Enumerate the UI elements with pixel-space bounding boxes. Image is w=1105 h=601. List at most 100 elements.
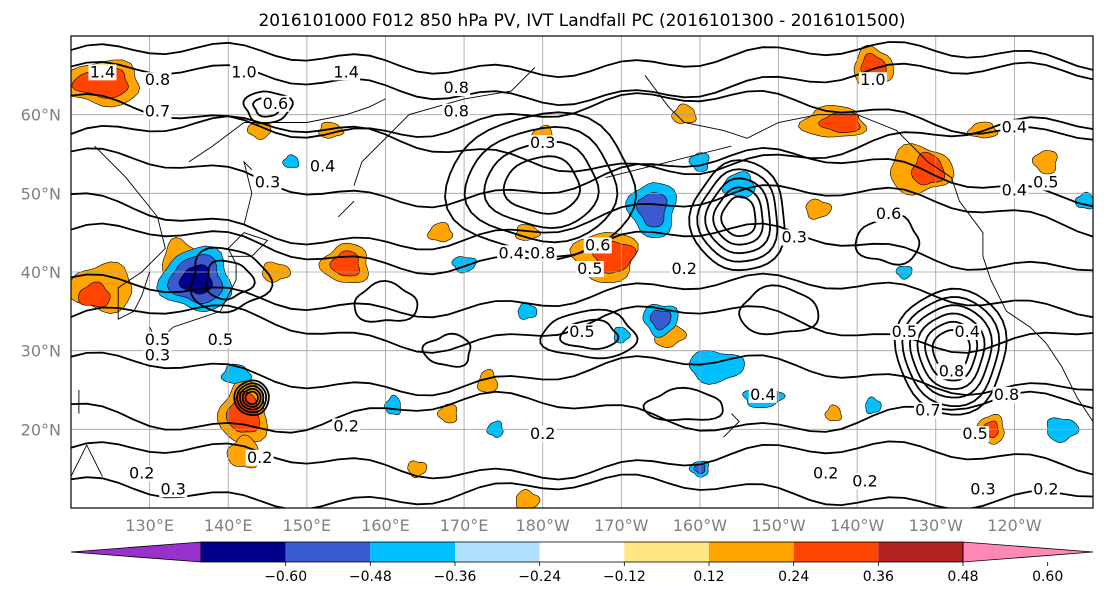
longitude-label: 160°W xyxy=(673,516,728,535)
ivt-contour-line xyxy=(71,473,1093,508)
coastline-segment xyxy=(243,160,253,225)
contour-label: 0.3 xyxy=(255,172,280,191)
contour-label: 0.4 xyxy=(1002,180,1027,199)
contour-label: 0.5 xyxy=(892,322,917,341)
pv-anomaly-patch xyxy=(865,396,882,415)
contour-label: 0.8 xyxy=(145,70,170,89)
contour-label: 0.3 xyxy=(782,228,807,247)
contour-label-bg xyxy=(88,64,117,81)
contour-label: 0.6 xyxy=(585,235,610,254)
colorbar-segment xyxy=(878,542,963,562)
contour-label-bg xyxy=(143,331,172,348)
coastline-segment xyxy=(605,145,732,179)
contour-label-bg xyxy=(575,261,604,277)
contour-label-bg xyxy=(851,473,880,490)
ivt-contour-ring xyxy=(244,390,259,406)
contour-label-bg xyxy=(442,80,471,97)
ivt-contour-ring xyxy=(738,284,820,336)
ivt-contour-ring xyxy=(463,125,619,244)
contour-label-bg xyxy=(332,418,361,435)
contour-label: 0.5 xyxy=(577,259,602,278)
ivt-contour-ring xyxy=(704,177,772,255)
contour-label-bg xyxy=(858,72,887,89)
contour-label: 1.4 xyxy=(333,62,358,81)
colorbar-frame xyxy=(200,541,964,563)
contour-label-bg xyxy=(229,64,258,81)
longitude-labels: 130°E 140°E 150°E 160°E 170°E 180°W 170°W 160°W… xyxy=(125,516,1041,535)
colorbar: −0.60 −0.48 −0.36 −0.24 −0.12 0.12 0.24 0.36 0.4… xyxy=(70,541,1094,585)
latitude-label: 30°N xyxy=(21,342,61,361)
pv-anomaly-patch xyxy=(649,309,672,331)
colorbar-segment xyxy=(370,542,455,562)
ivt-contour-ring xyxy=(688,159,786,272)
contour-label-bg xyxy=(780,229,809,246)
contour-label-bg xyxy=(874,205,903,222)
contour-label: 0.5 xyxy=(1033,172,1058,191)
colorbar-segment xyxy=(793,542,879,562)
colorbar-tick-label: −0.24 xyxy=(518,569,561,585)
latitude-label: 50°N xyxy=(21,184,61,203)
coastline-segment xyxy=(227,232,269,257)
contour-label: 0.7 xyxy=(145,102,170,121)
pv-anomaly-patch xyxy=(436,403,458,424)
contour-label: 0.2 xyxy=(852,471,877,490)
contour-label: 0.3 xyxy=(970,479,995,498)
contour-label: 0.5 xyxy=(208,330,233,349)
contour-label: 1.0 xyxy=(860,70,885,89)
contour-label-bg xyxy=(528,135,557,152)
coastline-segment xyxy=(353,67,536,186)
ivt-contour-line xyxy=(71,440,1093,481)
colorbar-segment xyxy=(285,542,371,562)
pv-anomaly-patch xyxy=(636,192,668,228)
contour-label: 0.7 xyxy=(915,401,940,420)
contour-label: 0.5 xyxy=(962,424,987,443)
contour-label-bg xyxy=(143,103,172,120)
contour-label-bg xyxy=(159,481,188,498)
ivt-contour-ring xyxy=(901,296,1001,407)
ivt-contour-ring xyxy=(242,90,294,125)
ivt-contour-line xyxy=(71,146,1093,209)
contour-label-bg xyxy=(913,402,942,419)
longitude-label: 130°E xyxy=(125,516,174,535)
pv-anomaly-patch xyxy=(517,302,538,320)
colorbar-tick-label: 0.48 xyxy=(947,569,978,585)
contour-label-bg xyxy=(528,426,557,443)
colorbar-segment xyxy=(455,542,540,562)
contour-label: 0.4 xyxy=(1002,117,1027,136)
contour-label-bg xyxy=(528,245,557,262)
contour-label: 0.5 xyxy=(145,330,170,349)
contour-label-bg xyxy=(261,95,290,112)
coastline-segment xyxy=(94,145,166,320)
contour-label-bg xyxy=(253,174,282,191)
ivt-contour-line xyxy=(71,184,1093,251)
ivt-contour-ring xyxy=(421,332,472,368)
ivt-contour-ring xyxy=(239,385,265,411)
ivt-contour-ring xyxy=(712,186,764,246)
colorbar-tick-label: −0.36 xyxy=(434,569,477,585)
contour-label-bg xyxy=(890,323,919,340)
contour-label: 1.4 xyxy=(90,62,115,81)
latitude-labels: 60°N 50°N 40°N 30°N 20°N xyxy=(21,106,61,440)
pv-anomaly-patch xyxy=(1031,150,1058,175)
colorbar-segment xyxy=(539,542,625,562)
ivt-contour-ring xyxy=(539,308,639,360)
ivt-contour-line xyxy=(71,115,1093,175)
contour-label-bg xyxy=(442,103,471,120)
ivt-contour-ring xyxy=(908,304,993,399)
ivt-contour-ring xyxy=(696,168,779,263)
colorbar-tick-label: 0.24 xyxy=(778,569,809,585)
latitude-label: 20°N xyxy=(21,420,61,439)
contour-label: 0.6 xyxy=(876,204,901,223)
contour-label-bg xyxy=(568,323,596,340)
contour-label: 0.4 xyxy=(750,385,775,404)
contour-label-bg xyxy=(308,158,337,175)
pv-anomaly-patch xyxy=(427,221,454,243)
ivt-contour-ring xyxy=(353,279,419,323)
colorbar-tick-label: −0.60 xyxy=(264,569,307,585)
coastline-segment xyxy=(71,444,103,477)
map-plot-area: 1.0 1.4 0.8 1.4 0.8 0.8 0.7 0.6 0.3 0.3 0.4 0.4 0.8 0… xyxy=(71,36,1093,508)
contour-label-bg xyxy=(953,323,982,340)
coastline-segment xyxy=(188,98,386,163)
plot-title: 2016101000 F012 850 hPa PV, IVT Landfall… xyxy=(258,11,905,31)
